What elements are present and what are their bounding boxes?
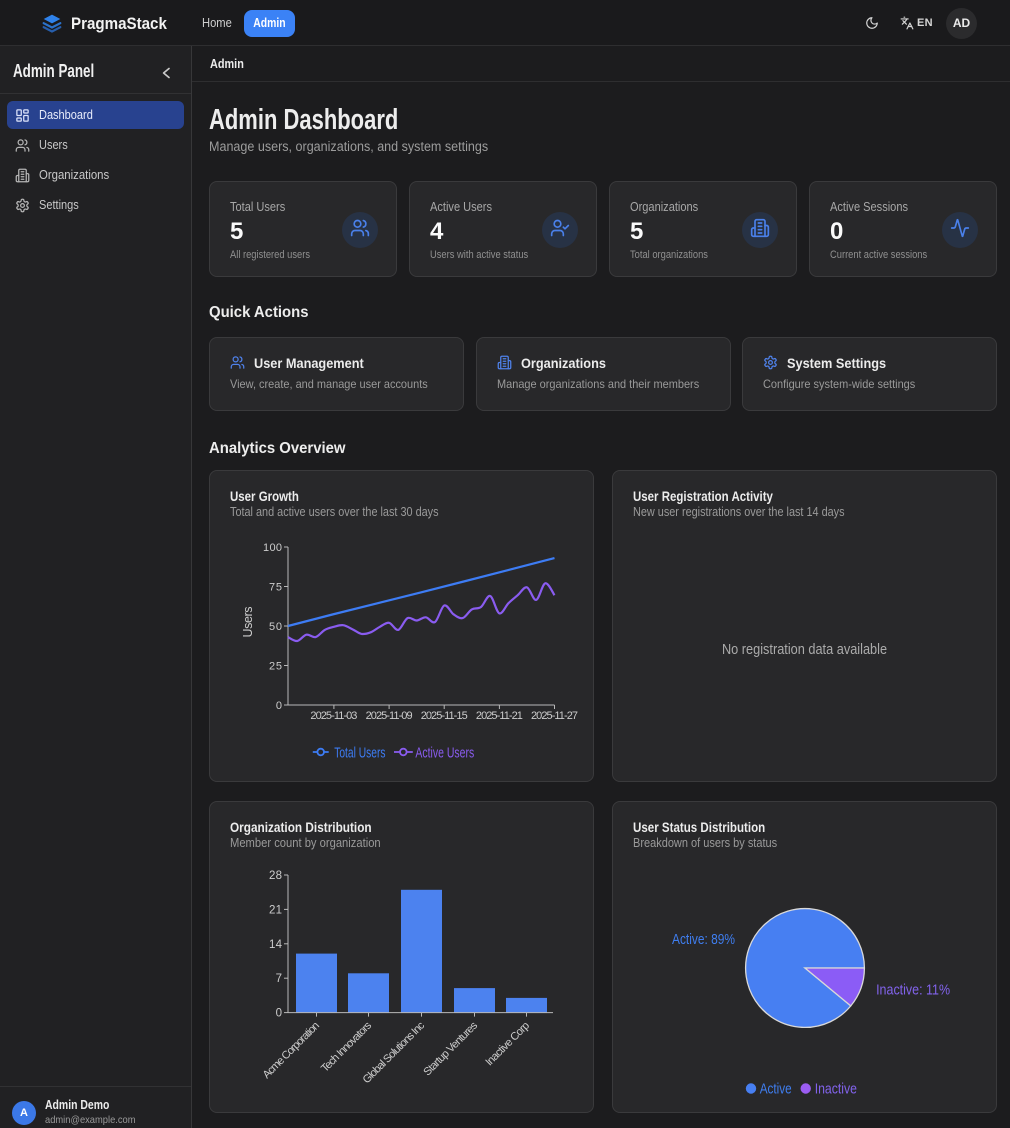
svg-text:0: 0 [276,700,282,712]
svg-text:21: 21 [269,904,282,916]
svg-text:28: 28 [269,870,282,882]
svg-text:Inactive: Inactive [815,1082,857,1098]
svg-text:7: 7 [276,973,282,985]
svg-text:25: 25 [269,661,282,673]
svg-text:50: 50 [269,621,282,633]
svg-text:Active Users: Active Users [415,745,474,761]
svg-text:2025-11-27: 2025-11-27 [531,710,578,722]
svg-text:Inactive: 11%: Inactive: 11% [876,982,950,998]
svg-text:Inactive Corp: Inactive Corp [483,1020,532,1069]
svg-text:Acme Corporation: Acme Corporation [261,1020,323,1082]
svg-text:2025-11-21: 2025-11-21 [476,710,523,722]
svg-text:Total Users: Total Users [334,745,385,761]
svg-text:Active: 89%: Active: 89% [672,932,735,948]
svg-text:0: 0 [276,1008,282,1020]
svg-text:2025-11-09: 2025-11-09 [366,710,413,722]
svg-text:14: 14 [269,939,283,951]
svg-text:Users: Users [241,607,255,638]
svg-text:Tech Innovators: Tech Innovators [319,1019,375,1075]
svg-text:2025-11-15: 2025-11-15 [421,710,468,722]
svg-text:2025-11-03: 2025-11-03 [310,710,357,722]
svg-text:100: 100 [263,542,282,554]
svg-text:75: 75 [269,582,282,594]
svg-text:Startup Ventures: Startup Ventures [421,1019,480,1078]
svg-text:Active: Active [760,1082,792,1098]
